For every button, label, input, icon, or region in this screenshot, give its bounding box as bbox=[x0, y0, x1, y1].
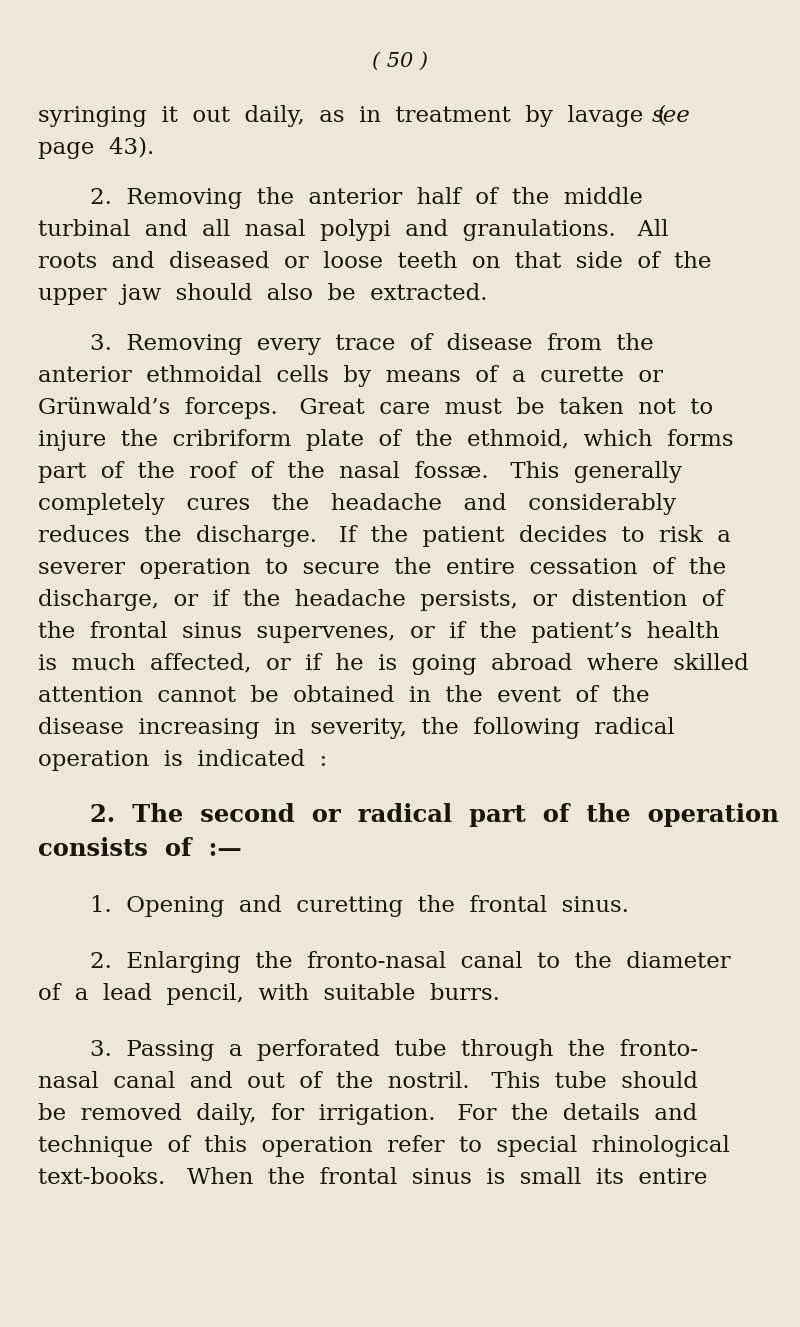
Text: of  a  lead  pencil,  with  suitable  burrs.: of a lead pencil, with suitable burrs. bbox=[38, 983, 500, 1005]
Text: technique  of  this  operation  refer  to  special  rhinological: technique of this operation refer to spe… bbox=[38, 1135, 730, 1157]
Text: 2.  Removing  the  anterior  half  of  the  middle: 2. Removing the anterior half of the mid… bbox=[90, 187, 643, 208]
Text: 2.  Enlarging  the  fronto-nasal  canal  to  the  diameter: 2. Enlarging the fronto-nasal canal to t… bbox=[90, 951, 730, 973]
Text: injure  the  cribriform  plate  of  the  ethmoid,  which  forms: injure the cribriform plate of the ethmo… bbox=[38, 429, 734, 451]
Text: text-books.   When  the  frontal  sinus  is  small  its  entire: text-books. When the frontal sinus is sm… bbox=[38, 1166, 707, 1189]
Text: discharge,  or  if  the  headache  persists,  or  distention  of: discharge, or if the headache persists, … bbox=[38, 589, 724, 610]
Text: consists  of  :—: consists of :— bbox=[38, 837, 242, 861]
Text: ( 50 ): ( 50 ) bbox=[372, 52, 428, 72]
Text: anterior  ethmoidal  cells  by  means  of  a  curette  or: anterior ethmoidal cells by means of a c… bbox=[38, 365, 663, 387]
Text: reduces  the  discharge.   If  the  patient  decides  to  risk  a: reduces the discharge. If the patient de… bbox=[38, 525, 731, 547]
Text: 3.  Passing  a  perforated  tube  through  the  fronto-: 3. Passing a perforated tube through the… bbox=[90, 1039, 698, 1062]
Text: syringing  it  out  daily,  as  in  treatment  by  lavage  (: syringing it out daily, as in treatment … bbox=[38, 105, 666, 127]
Text: upper  jaw  should  also  be  extracted.: upper jaw should also be extracted. bbox=[38, 283, 487, 305]
Text: be  removed  daily,  for  irrigation.   For  the  details  and: be removed daily, for irrigation. For th… bbox=[38, 1103, 698, 1125]
Text: operation  is  indicated  :: operation is indicated : bbox=[38, 748, 327, 771]
Text: is  much  affected,  or  if  he  is  going  abroad  where  skilled: is much affected, or if he is going abro… bbox=[38, 653, 749, 675]
Text: page  43).: page 43). bbox=[38, 137, 154, 159]
Text: Grünwald’s  forceps.   Great  care  must  be  taken  not  to: Grünwald’s forceps. Great care must be t… bbox=[38, 397, 713, 419]
Text: the  frontal  sinus  supervenes,  or  if  the  patient’s  health: the frontal sinus supervenes, or if the … bbox=[38, 621, 719, 644]
Text: disease  increasing  in  severity,  the  following  radical: disease increasing in severity, the foll… bbox=[38, 717, 674, 739]
Text: part  of  the  roof  of  the  nasal  fossæ.   This  generally: part of the roof of the nasal fossæ. Thi… bbox=[38, 460, 682, 483]
Text: severer  operation  to  secure  the  entire  cessation  of  the: severer operation to secure the entire c… bbox=[38, 557, 726, 579]
Text: attention  cannot  be  obtained  in  the  event  of  the: attention cannot be obtained in the even… bbox=[38, 685, 650, 707]
Text: 2.  The  second  or  radical  part  of  the  operation: 2. The second or radical part of the ope… bbox=[90, 803, 778, 827]
Text: completely   cures   the   headache   and   considerably: completely cures the headache and consid… bbox=[38, 494, 676, 515]
Text: turbinal  and  all  nasal  polypi  and  granulations.   All: turbinal and all nasal polypi and granul… bbox=[38, 219, 669, 242]
Text: see: see bbox=[652, 105, 690, 127]
Text: 1.  Opening  and  curetting  the  frontal  sinus.: 1. Opening and curetting the frontal sin… bbox=[90, 894, 629, 917]
Text: nasal  canal  and  out  of  the  nostril.   This  tube  should: nasal canal and out of the nostril. This… bbox=[38, 1071, 698, 1093]
Text: roots  and  diseased  or  loose  teeth  on  that  side  of  the: roots and diseased or loose teeth on tha… bbox=[38, 251, 711, 273]
Text: 3.  Removing  every  trace  of  disease  from  the: 3. Removing every trace of disease from … bbox=[90, 333, 654, 356]
